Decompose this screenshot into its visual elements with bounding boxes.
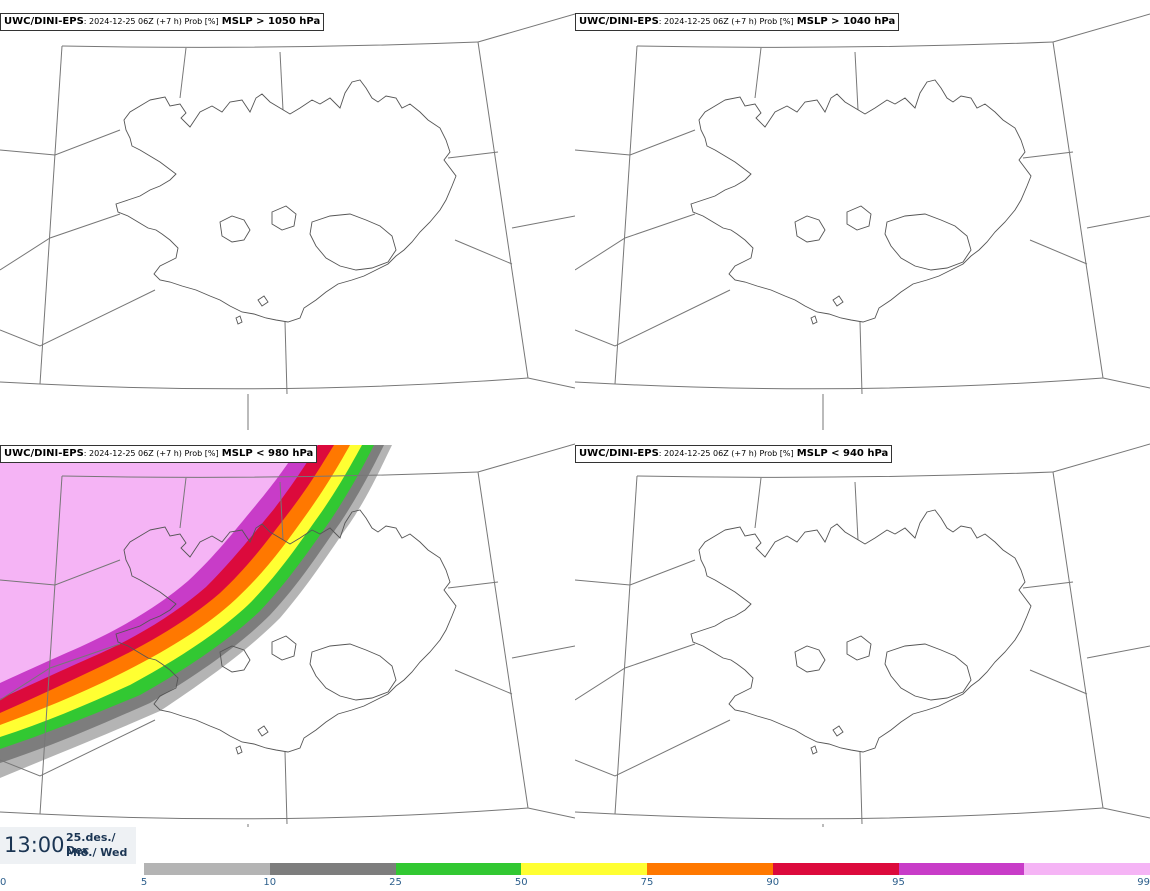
panel-title: UWC/DINI-EPS: 2024-12-25 06Z (+7 h) Prob… [0, 13, 325, 31]
colorbar-tick-label: 95 [892, 877, 905, 888]
threshold-label: MSLP < 980 hPa [221, 448, 314, 459]
panel-title: UWC/DINI-EPS: 2024-12-25 06Z (+7 h) Prob… [575, 13, 900, 31]
colorbar-segment [144, 863, 270, 875]
map-canvas [0, 13, 575, 430]
colorbar-tick-label: 99 [1137, 877, 1150, 888]
model-name: UWC/DINI-EPS [579, 448, 659, 459]
colorbar-segment [269, 863, 396, 875]
colorbar-tick-label: 50 [514, 877, 528, 888]
colorbar-tick-label: 25 [389, 877, 402, 888]
colorbar-tick-label: 90 [766, 877, 780, 888]
probability-colorbar [144, 863, 1150, 875]
map-canvas [0, 443, 575, 827]
map-panel-2: UWC/DINI-EPS: 2024-12-25 06Z (+7 h) Prob… [575, 0, 1150, 430]
run-meta: 2024-12-25 06Z (+7 h) Prob [%] [89, 17, 219, 26]
colorbar-segment [1024, 863, 1150, 875]
colorbar-tick-label: 5 [140, 877, 148, 888]
panel-title: UWC/DINI-EPS: 2024-12-25 06Z (+7 h) Prob… [575, 445, 893, 463]
valid-weekday: Mið./ Wed [66, 846, 128, 859]
model-name: UWC/DINI-EPS [4, 448, 84, 459]
map-panel-1: UWC/DINI-EPS: 2024-12-25 06Z (+7 h) Prob… [0, 0, 575, 430]
colorbar-tick-label: 0 [0, 877, 7, 888]
threshold-label: MSLP > 1050 hPa [221, 16, 321, 27]
map-canvas [575, 13, 1150, 430]
model-name: UWC/DINI-EPS [4, 16, 84, 27]
model-name: UWC/DINI-EPS [579, 16, 659, 27]
colorbar-ticks: 0 5 10 25 50 75 90 95 99 [0, 877, 1150, 891]
run-meta: 2024-12-25 06Z (+7 h) Prob [%] [664, 449, 794, 458]
colorbar-tick-label: 10 [263, 877, 277, 888]
colorbar-segment [521, 863, 647, 875]
map-panel-4: UWC/DINI-EPS: 2024-12-25 06Z (+7 h) Prob… [575, 433, 1150, 827]
colorbar-segment [647, 863, 773, 875]
panel-title: UWC/DINI-EPS: 2024-12-25 06Z (+7 h) Prob… [0, 445, 318, 463]
valid-time-box: 13:00 25.des./ Dec Mið./ Wed [0, 827, 136, 864]
colorbar-segment [395, 863, 522, 875]
valid-date: 25.des./ Dec [66, 831, 116, 857]
threshold-label: MSLP > 1040 hPa [796, 16, 896, 27]
threshold-label: MSLP < 940 hPa [796, 448, 889, 459]
colorbar-segment [772, 863, 899, 875]
run-meta: 2024-12-25 06Z (+7 h) Prob [%] [89, 449, 219, 458]
map-canvas [575, 443, 1150, 827]
valid-hour: 13:00 [4, 833, 65, 857]
map-panel-3: UWC/DINI-EPS: 2024-12-25 06Z (+7 h) Prob… [0, 433, 575, 827]
colorbar-tick-label: 75 [640, 877, 654, 888]
probability-shading [0, 445, 392, 778]
colorbar-segment [898, 863, 1025, 875]
run-meta: 2024-12-25 06Z (+7 h) Prob [%] [664, 17, 794, 26]
